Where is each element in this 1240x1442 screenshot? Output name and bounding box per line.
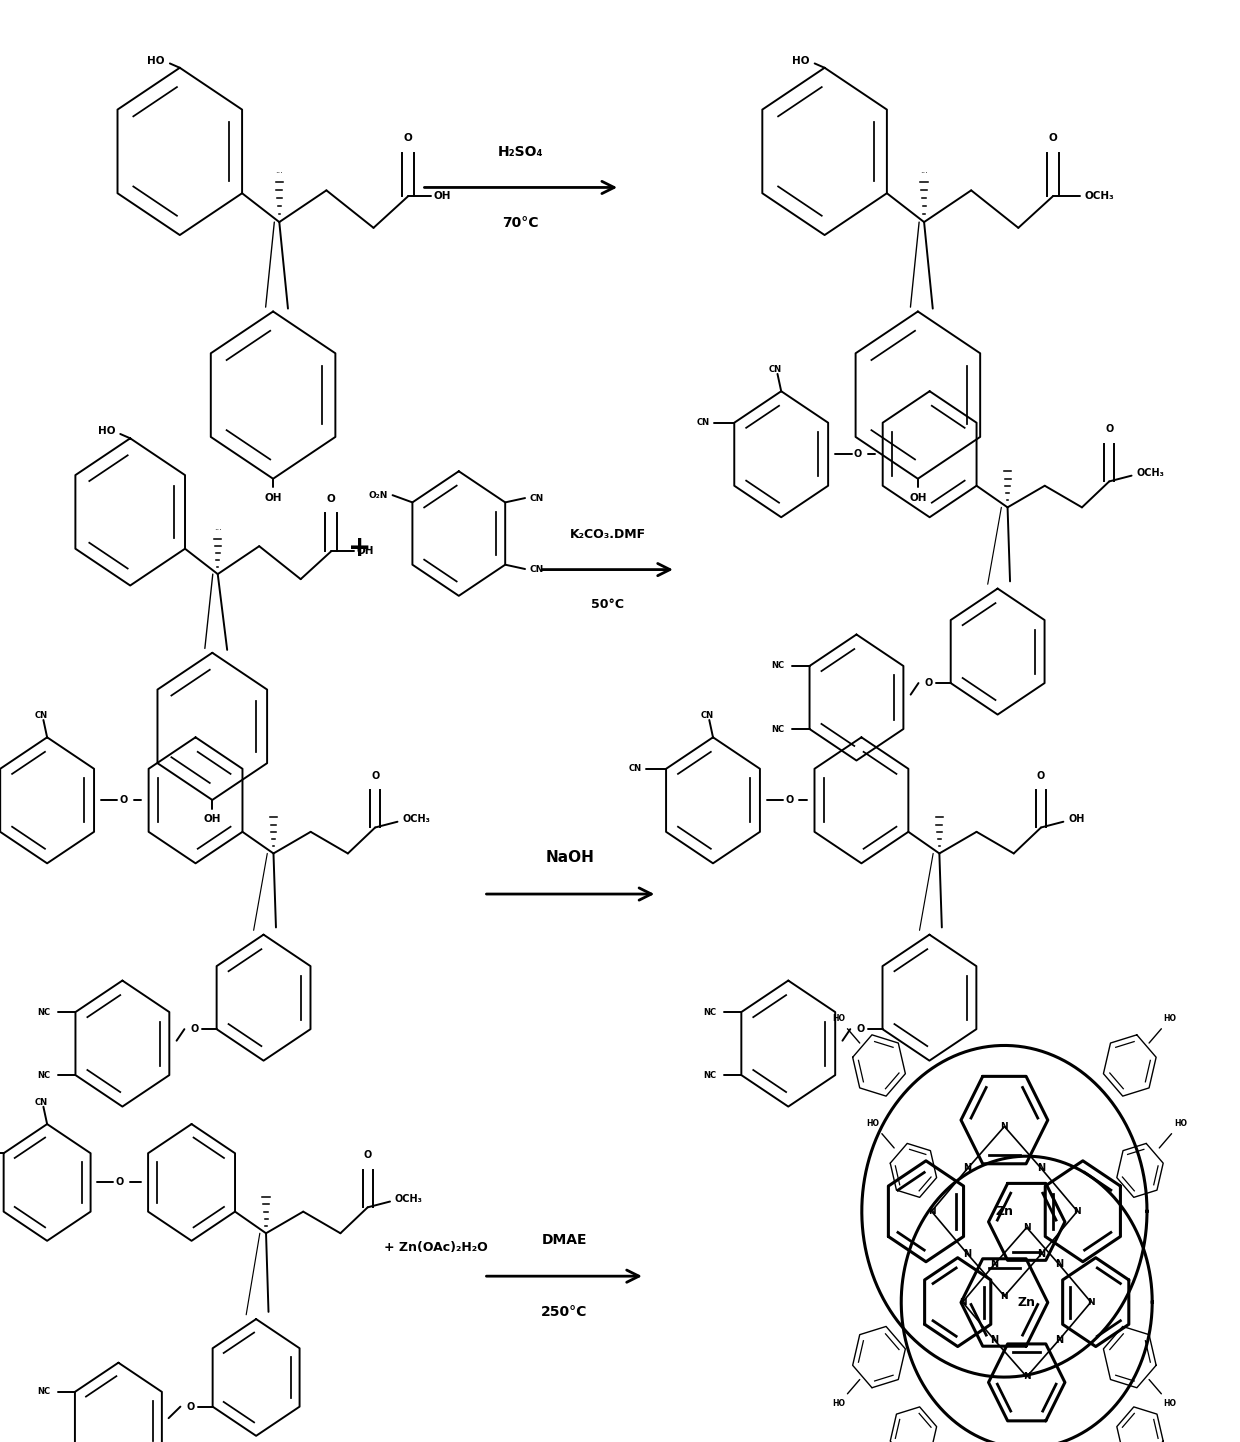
Text: K₂CO₃.DMF: K₂CO₃.DMF <box>569 528 646 541</box>
Text: N: N <box>1023 1373 1030 1381</box>
Text: NC: NC <box>37 1008 51 1017</box>
Text: N: N <box>1023 1223 1030 1231</box>
Text: HO: HO <box>98 425 115 435</box>
Text: CN: CN <box>529 493 544 503</box>
Text: 250°C: 250°C <box>541 1305 588 1319</box>
Text: NaOH: NaOH <box>546 851 595 865</box>
Text: HO: HO <box>867 1119 879 1128</box>
Text: CN: CN <box>769 365 781 373</box>
Text: O: O <box>856 1024 864 1034</box>
Text: O: O <box>190 1024 198 1034</box>
Text: OH: OH <box>264 493 281 503</box>
Text: HO: HO <box>792 56 810 65</box>
Text: DMAE: DMAE <box>542 1233 587 1247</box>
Text: HO: HO <box>832 1400 846 1409</box>
Text: CN: CN <box>697 418 709 427</box>
Text: O: O <box>1105 424 1114 434</box>
Text: N: N <box>991 1335 998 1345</box>
Text: OH: OH <box>909 493 926 503</box>
Text: O: O <box>119 796 128 805</box>
Text: N: N <box>1001 1122 1008 1131</box>
Text: H₂SO₄: H₂SO₄ <box>498 144 543 159</box>
Text: ...: ... <box>920 166 928 174</box>
Text: N: N <box>1074 1207 1081 1216</box>
Text: N: N <box>963 1249 972 1259</box>
Text: N: N <box>928 1207 935 1216</box>
Text: NC: NC <box>771 724 785 734</box>
Text: ...: ... <box>213 522 222 532</box>
Text: CN: CN <box>35 711 47 720</box>
Text: O: O <box>371 770 379 780</box>
Text: O₂N: O₂N <box>368 490 388 500</box>
Text: O: O <box>785 796 794 805</box>
Text: NC: NC <box>37 1387 50 1396</box>
Text: O: O <box>1037 770 1045 780</box>
Text: OH: OH <box>203 815 221 825</box>
Text: +: + <box>348 534 371 562</box>
Text: NC: NC <box>771 662 785 671</box>
Text: 70°C: 70°C <box>502 216 539 231</box>
Text: + Zn(OAc)₂H₂O: + Zn(OAc)₂H₂O <box>384 1240 489 1255</box>
Text: O: O <box>1049 134 1058 143</box>
Text: O: O <box>853 450 862 459</box>
Text: N: N <box>991 1259 998 1269</box>
Text: Zn: Zn <box>1018 1295 1035 1309</box>
Text: O: O <box>327 493 336 503</box>
Text: O: O <box>404 134 413 143</box>
Text: 50°C: 50°C <box>591 598 624 611</box>
Text: N: N <box>1055 1259 1063 1269</box>
Text: N: N <box>1087 1298 1095 1306</box>
Text: OH: OH <box>356 547 373 557</box>
Text: N: N <box>963 1164 972 1174</box>
Text: N: N <box>1001 1292 1008 1301</box>
Text: CN: CN <box>701 711 713 720</box>
Text: OCH₃: OCH₃ <box>396 1194 423 1204</box>
Text: HO: HO <box>832 1014 846 1022</box>
Text: CN: CN <box>35 1097 47 1107</box>
Text: CN: CN <box>529 564 544 574</box>
Text: O: O <box>115 1178 124 1187</box>
Text: N: N <box>1037 1249 1045 1259</box>
Text: HO: HO <box>1163 1400 1177 1409</box>
Text: O: O <box>363 1151 372 1161</box>
Text: NC: NC <box>703 1008 717 1017</box>
Text: NC: NC <box>703 1070 717 1080</box>
Text: OCH₃: OCH₃ <box>403 813 430 823</box>
Text: N: N <box>1037 1164 1045 1174</box>
Text: NC: NC <box>37 1070 51 1080</box>
Text: HO: HO <box>148 56 165 65</box>
Text: HO: HO <box>1174 1119 1187 1128</box>
Text: OH: OH <box>1069 813 1085 823</box>
Text: ...: ... <box>275 166 283 174</box>
Text: N: N <box>1055 1335 1063 1345</box>
Text: O: O <box>924 678 932 688</box>
Text: HO: HO <box>1163 1014 1177 1022</box>
Text: N: N <box>959 1298 966 1306</box>
Text: OCH₃: OCH₃ <box>1084 192 1114 200</box>
Text: O: O <box>186 1402 195 1412</box>
Text: Zn: Zn <box>996 1204 1013 1218</box>
Text: OCH₃: OCH₃ <box>1137 467 1164 477</box>
Text: OH: OH <box>433 192 450 200</box>
Text: CN: CN <box>629 764 641 773</box>
